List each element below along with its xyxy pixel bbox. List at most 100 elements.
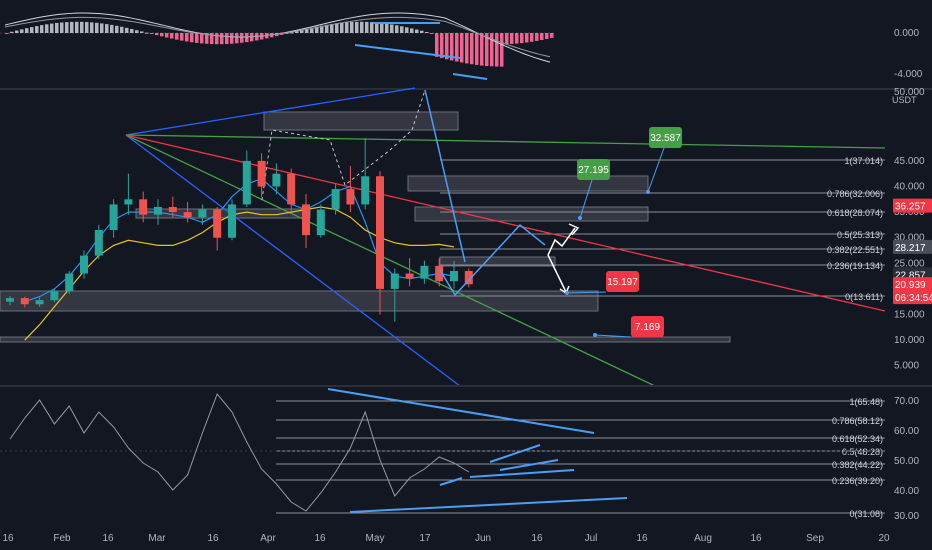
macd-histogram-bar <box>285 33 289 34</box>
rsi-trendline <box>349 497 628 513</box>
rsi-tick-label: 40.00 <box>894 486 919 497</box>
macd-histogram-bar <box>125 27 129 33</box>
target-connector <box>579 179 593 219</box>
macd-histogram-bar <box>435 33 439 57</box>
pattern-annotation <box>439 223 546 297</box>
supply-demand-zone <box>414 206 649 222</box>
macd-histogram-bar <box>305 28 309 33</box>
rsi-axis-ticks: 70.00 60.00 50.00 40.00 30.00 <box>894 396 919 522</box>
price-tick-label: 50.000 <box>894 87 925 98</box>
candle-body <box>450 270 458 282</box>
macd-histogram-bar <box>30 27 34 33</box>
macd-histogram-bar <box>15 30 19 33</box>
macd-histogram-bar <box>220 33 224 45</box>
price-panel[interactable]: 1(37.014) 0.786(32.006) 0.618(28.074) 0.5(2… <box>0 87 886 387</box>
macd-histogram-bar <box>85 22 89 33</box>
rsi-fib-level-label: 0.382(44.22) <box>832 460 883 470</box>
candle-body <box>257 160 266 187</box>
projection-arrow-up <box>547 227 576 256</box>
macd-divergence-line <box>354 44 461 59</box>
macd-histogram-bar <box>300 29 304 33</box>
target-connector <box>647 147 665 193</box>
macd-histogram-bar <box>450 33 454 61</box>
price-target-label: 27.195 <box>578 165 609 176</box>
candle-body <box>65 273 74 292</box>
time-axis-label: 16 <box>314 533 326 544</box>
price-tick-label: 40.000 <box>894 182 925 193</box>
macd-histogram-bar <box>245 33 249 43</box>
candle-body <box>420 265 429 279</box>
macd-histogram-bar <box>390 24 394 33</box>
time-axis-label: 16 <box>636 533 648 544</box>
macd-tick-label: -4.000 <box>894 69 923 80</box>
macd-histogram-bar <box>5 33 9 34</box>
rsi-channel-line <box>499 459 559 471</box>
projection-arrowhead <box>568 223 580 236</box>
candle-body <box>168 206 177 213</box>
fib-level-label: 1(37.014) <box>844 156 883 166</box>
time-axis-label: 16 <box>531 533 543 544</box>
time-axis-label: 16 <box>102 533 114 544</box>
macd-histogram-bar <box>225 33 229 45</box>
macd-histogram-bar <box>470 33 474 65</box>
macd-histogram-bar <box>180 33 184 41</box>
candle-body <box>302 204 310 236</box>
candle-body <box>228 204 236 238</box>
macd-histogram-bar <box>440 33 444 59</box>
time-axis[interactable]: 16 Feb 16 Mar 16 Apr 16 May 17 Jun 16 Jul 16 Aug 16 Sep… <box>2 533 890 544</box>
macd-panel[interactable] <box>0 12 555 80</box>
candle-body <box>346 189 355 205</box>
price-target-badge <box>577 159 610 180</box>
candle-body <box>435 265 444 282</box>
macd-histogram-bar <box>150 33 154 34</box>
rsi-fib-level-label: 0.786(58.12) <box>832 416 883 426</box>
macd-histogram-bar <box>375 22 379 33</box>
price-tick-label: 30.000 <box>894 233 925 244</box>
macd-histogram-bar <box>370 22 374 33</box>
supply-demand-zone <box>0 336 731 343</box>
macd-histogram-bar <box>160 33 164 37</box>
candle-body <box>390 273 399 289</box>
macd-histogram-bar <box>65 22 69 33</box>
price-target-badge <box>631 316 664 337</box>
price-tick-label: 5.000 <box>894 361 919 372</box>
candle-body <box>50 291 59 301</box>
candle-body <box>6 298 14 302</box>
fib-level-label: 0.236(19.134) <box>827 261 883 271</box>
price-marker-box <box>893 277 932 292</box>
macd-histogram-bar <box>120 26 124 33</box>
time-axis-label: May <box>366 533 385 544</box>
target-point <box>593 333 597 337</box>
price-axis[interactable]: USDT <box>892 95 917 105</box>
time-axis-label: Feb <box>53 533 71 544</box>
macd-histogram-bar <box>460 33 464 63</box>
time-axis-label: Jul <box>585 533 598 544</box>
macd-histogram-bar <box>60 22 64 33</box>
macd-histogram-bar <box>395 25 399 33</box>
time-axis-label: Jun <box>475 533 491 544</box>
target-point <box>578 216 582 220</box>
candle-body <box>316 209 325 236</box>
macd-histogram-bar <box>215 33 219 45</box>
rsi-channel-line <box>469 469 575 478</box>
rsi-tick-label: 30.00 <box>894 511 919 522</box>
macd-histogram-bar <box>540 33 544 41</box>
macd-histogram-bar <box>400 26 404 33</box>
macd-histogram-bar <box>495 33 499 67</box>
supply-demand-zone <box>439 256 556 267</box>
macd-histogram-bar <box>155 33 159 36</box>
price-marker-box <box>893 239 932 254</box>
macd-histogram-bar <box>95 22 99 33</box>
candle-body <box>361 176 370 205</box>
rsi-tick-label: 60.00 <box>894 426 919 437</box>
rsi-panel[interactable]: 1(65.48) 0.786(58.12) 0.618(52.34) 0.5(48.2… <box>0 388 885 519</box>
macd-histogram-bar <box>110 24 114 33</box>
time-axis-label: Mar <box>148 533 166 544</box>
macd-histogram-bar <box>20 29 24 33</box>
price-tick-label: 25.000 <box>894 258 925 269</box>
time-axis-label: 17 <box>419 533 431 544</box>
candle-body <box>35 300 44 305</box>
macd-histogram-bar <box>340 22 344 33</box>
macd-histogram-bar <box>465 33 469 64</box>
